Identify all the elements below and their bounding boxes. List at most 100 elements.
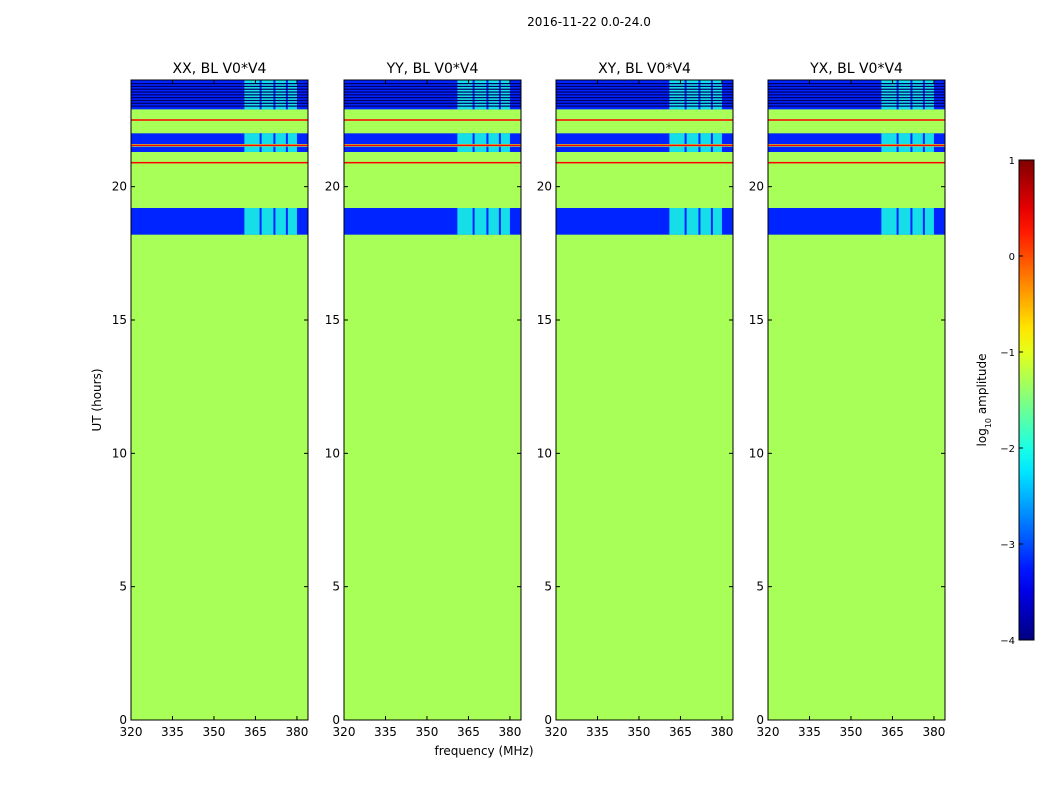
time-stripe (344, 102, 521, 104)
y-tick-label: 15 (112, 313, 127, 327)
x-tick-label: 320 (120, 725, 143, 739)
y-tick-label: 5 (119, 580, 127, 594)
time-stripe (556, 102, 733, 104)
y-tick-label: 5 (756, 580, 764, 594)
colorbar-tick-label: −4 (1000, 636, 1015, 647)
colorbar-tick-label: 0 (1009, 252, 1015, 263)
bright-gap (285, 146, 288, 152)
axes-frame (343, 79, 522, 721)
noise-band (768, 146, 945, 152)
x-tick-label: 380 (498, 725, 521, 739)
x-tick-label: 350 (416, 725, 439, 739)
bright-region (881, 133, 934, 144)
bright-gap (710, 146, 713, 152)
bright-region (244, 133, 297, 144)
x-tick-label: 350 (840, 725, 863, 739)
time-stripe (768, 102, 945, 104)
x-axis-label: frequency (MHz) (434, 744, 533, 758)
time-stripe (344, 99, 521, 102)
bright-gap (910, 133, 913, 144)
bright-gap (896, 146, 899, 152)
bright-gap (710, 208, 713, 235)
bright-gap (684, 133, 687, 144)
time-stripe (131, 105, 308, 107)
time-stripe (556, 83, 733, 85)
time-stripe (556, 94, 733, 96)
noise-band (768, 133, 945, 144)
panel-title: YY, BL V0*V4 (386, 61, 479, 77)
panel-4: 320 335 350 365 380 0 5 10 15 20 YX, BL V0*V4 (749, 61, 946, 739)
x-tick-label: 320 (757, 725, 780, 739)
x-tick-label: 350 (203, 725, 226, 739)
bright-gap (486, 133, 489, 144)
x-tick-label: 380 (285, 725, 308, 739)
y-tick-label: 0 (332, 713, 340, 727)
y-tick-label: 5 (332, 580, 340, 594)
bright-gap (896, 133, 899, 144)
x-tick-label: 350 (628, 725, 651, 739)
flag-line (768, 161, 945, 164)
y-tick-label: 20 (537, 180, 552, 194)
y-tick-label: 0 (544, 713, 552, 727)
bright-region (669, 133, 722, 144)
bright-region (457, 133, 510, 144)
heatmap-background (768, 80, 945, 720)
panel-1: 320 335 350 365 380 0 5 10 15 20 XX, BL V0*V4 (112, 61, 309, 739)
bright-gap (498, 146, 501, 152)
bright-gap (259, 146, 262, 152)
bright-gap (486, 208, 489, 235)
x-tick-label: 335 (374, 725, 397, 739)
x-tick-label: 320 (545, 725, 568, 739)
y-tick-label: 20 (112, 180, 127, 194)
time-stripe (131, 97, 308, 99)
time-stripe (556, 85, 733, 88)
bright-gap (698, 146, 701, 152)
y-tick-label: 0 (119, 713, 127, 727)
x-tick-label: 380 (710, 725, 733, 739)
y-tick-label: 10 (749, 446, 764, 460)
bright-gap (273, 208, 276, 235)
y-tick-label: 10 (325, 446, 340, 460)
y-axis-label: UT (hours) (90, 368, 104, 431)
bright-gap (259, 133, 262, 144)
time-stripe (768, 97, 945, 99)
noise-band (344, 146, 521, 152)
noise-band (556, 133, 733, 144)
x-tick-label: 380 (922, 725, 945, 739)
bright-region (669, 146, 722, 152)
time-stripe (131, 102, 308, 104)
y-tick-label: 20 (749, 180, 764, 194)
bright-gap (922, 208, 925, 235)
x-tick-label: 335 (161, 725, 184, 739)
bright-gap (698, 133, 701, 144)
time-stripe (131, 94, 308, 96)
time-stripe (344, 91, 521, 93)
y-tick-label: 15 (325, 313, 340, 327)
figure-suptitle: 2016-11-22 0.0-24.0 (527, 15, 651, 29)
bright-region (457, 146, 510, 152)
bright-gap (922, 146, 925, 152)
panel-3: 320 335 350 365 380 0 5 10 15 20 XY, BL V0*V4 (537, 61, 734, 739)
time-stripe (131, 99, 308, 102)
bright-gap (910, 208, 913, 235)
bright-gap (259, 208, 262, 235)
x-tick-label: 365 (881, 725, 904, 739)
bright-gap (472, 208, 475, 235)
time-stripe (131, 85, 308, 88)
colorbar-tick-label: −2 (1000, 444, 1015, 455)
x-tick-label: 365 (669, 725, 692, 739)
bright-gap (684, 146, 687, 152)
flag-line (556, 144, 733, 147)
colorbar: −4 −3 −2 −1 0 1 log10 amplitude (975, 156, 1035, 647)
colorbar-tick-label: 1 (1009, 156, 1015, 167)
x-tick-label: 365 (244, 725, 267, 739)
y-tick-label: 10 (537, 446, 552, 460)
bright-gap (273, 146, 276, 152)
time-stripe (768, 105, 945, 107)
noise-band (131, 133, 308, 144)
time-stripe (344, 85, 521, 88)
flag-line (131, 161, 308, 164)
time-stripe (344, 97, 521, 99)
flag-line (131, 144, 308, 147)
time-stripe (344, 88, 521, 90)
